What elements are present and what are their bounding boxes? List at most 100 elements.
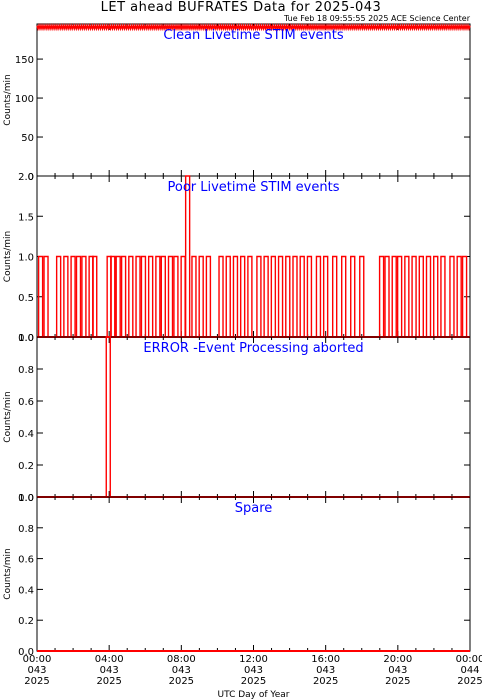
spike <box>135 255 141 337</box>
spike <box>384 255 390 337</box>
spike <box>418 255 424 337</box>
spike <box>198 255 204 337</box>
y-tick-label: 0.6 <box>18 555 34 566</box>
x-tick-label-doy: 043 <box>388 665 407 676</box>
spike <box>404 255 410 337</box>
spike <box>128 255 134 337</box>
spike <box>75 255 82 337</box>
spike <box>191 255 197 337</box>
spike <box>37 255 44 337</box>
spike <box>105 336 111 497</box>
x-tick-label-year: 2025 <box>169 676 194 687</box>
spike <box>173 255 179 337</box>
spike <box>120 255 127 337</box>
panel-3: 0.0 0.2 0.4 0.6 0.8 1.0 Counts/min ERROR -Event… <box>3 333 471 504</box>
spike <box>461 255 468 337</box>
timestamp: Tue Feb 18 09:55:55 2025 ACE Science Cen… <box>283 14 470 23</box>
spike <box>81 255 87 337</box>
y-tick-label: 0.2 <box>18 461 34 472</box>
spike <box>92 255 98 337</box>
panel-2: 0.0 0.5 1.0 1.5 2.0 Counts/min Poor Livetime S… <box>3 172 471 344</box>
x-axis: 00:00043202504:00043202508:00043202512:0… <box>23 654 482 700</box>
x-tick-label-doy: 044 <box>460 665 479 676</box>
spike <box>205 255 212 337</box>
page-title: LET ahead BUFRATES Data for 2025-043 <box>100 0 382 15</box>
y-tick-label: 0.2 <box>18 616 34 627</box>
x-axis-label: UTC Day of Year <box>218 690 290 700</box>
x-tick-label-doy: 043 <box>172 665 191 676</box>
spike <box>292 255 298 337</box>
y-tick-label: 1.0 <box>18 333 34 344</box>
spike <box>225 255 231 337</box>
spike <box>391 255 397 337</box>
spike <box>440 255 446 337</box>
x-tick-label-doy: 043 <box>316 665 335 676</box>
spike <box>184 175 191 337</box>
spike <box>232 255 239 337</box>
x-tick-label-time: 04:00 <box>95 654 124 665</box>
x-tick-label-year: 2025 <box>457 676 482 687</box>
spike <box>378 255 385 337</box>
y-axis-label: Counts/min <box>3 74 13 125</box>
spike <box>322 255 329 337</box>
x-tick-label-time: 00:00 <box>23 654 52 665</box>
y-tick-label: 0.8 <box>18 365 34 376</box>
spike <box>218 255 224 337</box>
y-tick-label: 0.5 <box>18 293 34 304</box>
spike <box>70 255 76 337</box>
y-tick-label: 0 <box>28 172 34 183</box>
x-tick-label-time: 20:00 <box>383 654 412 665</box>
y-tick-label: 0.6 <box>18 397 34 408</box>
spike <box>247 255 253 337</box>
series-line <box>36 22 471 32</box>
spike <box>147 255 154 337</box>
y-tick-label: 50 <box>21 133 34 144</box>
spike <box>110 255 116 337</box>
spike <box>277 255 284 337</box>
spike <box>270 255 277 337</box>
spike <box>359 255 365 337</box>
panel-frame <box>36 336 471 498</box>
spike <box>396 255 403 337</box>
spike <box>306 255 313 337</box>
spike <box>299 255 305 337</box>
spike <box>425 255 432 337</box>
y-tick-label: 0.8 <box>18 524 34 535</box>
y-axis-label: Counts/min <box>3 548 13 599</box>
panel-frame <box>36 23 471 177</box>
spike <box>449 255 455 337</box>
spike <box>456 255 462 337</box>
x-tick-label-year: 2025 <box>241 676 266 687</box>
x-tick-label-year: 2025 <box>96 676 121 687</box>
spike <box>433 255 439 337</box>
y-tick-label: 0.4 <box>18 429 34 440</box>
spike <box>350 255 356 337</box>
panel-title: Clean Livetime STIM events <box>163 28 343 43</box>
panel-title: Poor Livetime STIM events <box>168 180 340 195</box>
y-tick-label: 0.4 <box>18 585 34 596</box>
y-tick-label: 100 <box>15 94 34 105</box>
y-tick-label: 0.0 <box>18 493 34 504</box>
y-tick-label: 150 <box>15 55 34 66</box>
spike <box>55 255 62 337</box>
spike <box>285 255 291 337</box>
x-tick-label-doy: 043 <box>27 665 46 676</box>
x-tick-label-time: 12:00 <box>239 654 268 665</box>
spike <box>256 255 262 337</box>
y-axis-label: Counts/min <box>3 391 13 442</box>
spike <box>411 255 417 337</box>
x-tick-label-time: 00:00 <box>456 654 482 665</box>
y-tick-label: 2.0 <box>18 172 34 183</box>
spike <box>331 255 338 337</box>
spike <box>315 255 322 337</box>
panel-4: 0.0 0.2 0.4 0.6 0.8 1.0 Counts/min Spare <box>3 493 471 658</box>
y-tick-label: 0.0 <box>18 333 34 344</box>
spike <box>263 255 269 337</box>
y-tick-label: 0.0 <box>18 647 34 658</box>
x-tick-label-year: 2025 <box>385 676 410 687</box>
spike <box>167 255 174 337</box>
y-tick-label: 1.5 <box>18 212 34 223</box>
x-tick-label-time: 08:00 <box>167 654 196 665</box>
x-tick-label-year: 2025 <box>313 676 338 687</box>
